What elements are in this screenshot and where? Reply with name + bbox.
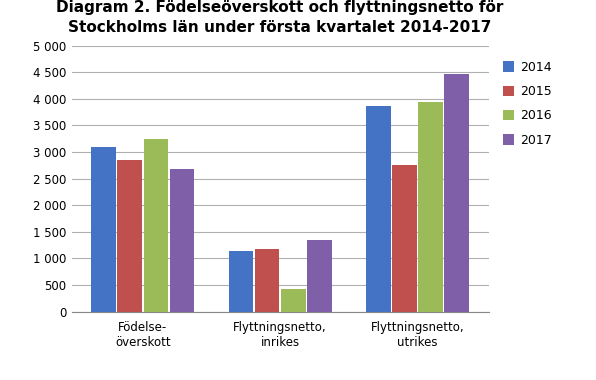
Bar [444, 74, 469, 312]
Bar [281, 289, 306, 312]
Bar [91, 147, 116, 312]
Bar [254, 249, 280, 312]
Legend: 2014, 2015, 2016, 2017: 2014, 2015, 2016, 2017 [499, 57, 556, 150]
Bar [392, 165, 417, 312]
Bar [307, 240, 331, 312]
Bar [418, 102, 443, 312]
Bar [144, 139, 168, 312]
Bar [229, 252, 253, 312]
Bar [117, 160, 142, 312]
Bar [366, 106, 390, 312]
Bar [170, 169, 194, 312]
Title: Diagram 2. Födelseöverskott och flyttningsnetto för
Stockholms län under första : Diagram 2. Födelseöverskott och flyttnin… [57, 0, 504, 35]
